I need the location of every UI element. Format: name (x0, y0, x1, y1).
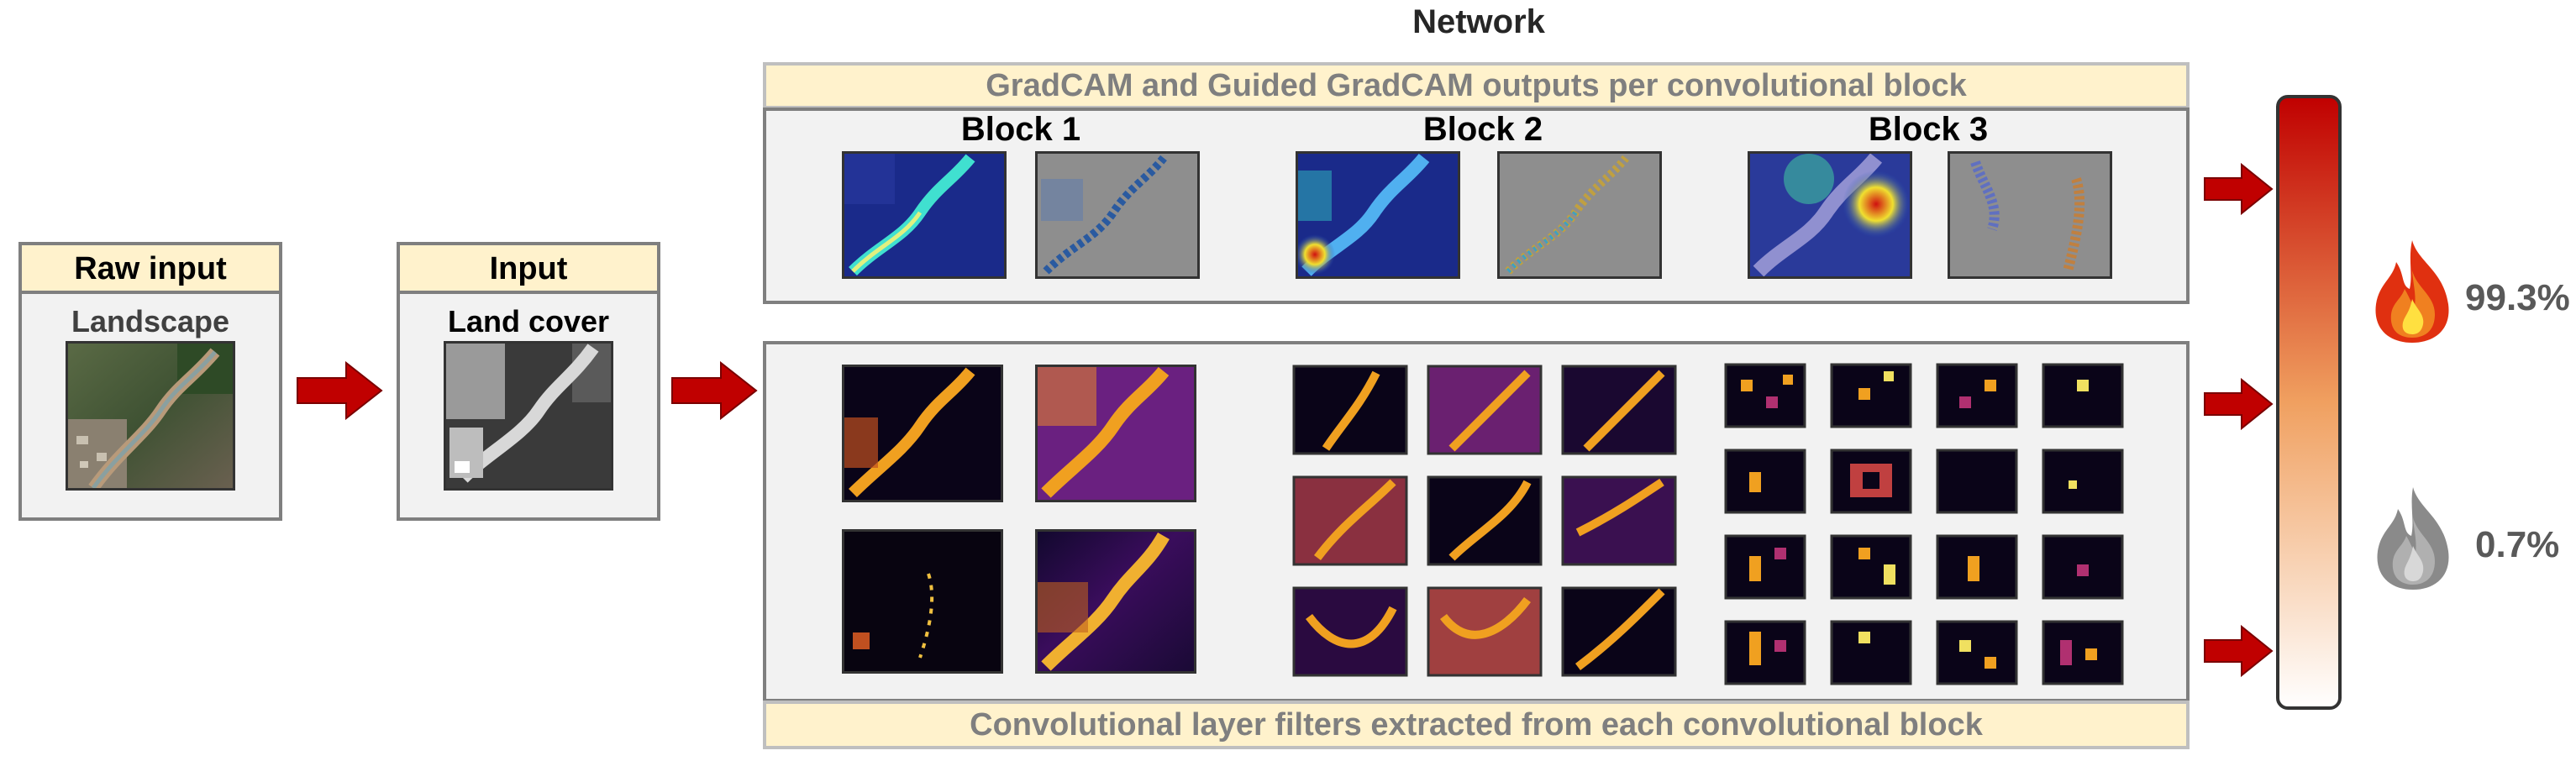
gradcam-banner: GradCAM and Guided GradCAM outputs per c… (763, 62, 2190, 109)
block-3-guided-gradcam (1948, 151, 2112, 279)
filters-banner: Convolutional layer filters extracted fr… (763, 701, 2190, 749)
block-3-filter-grid (1724, 363, 2127, 685)
block-1-filter (1035, 365, 1196, 502)
arrow-input-to-network (670, 361, 758, 420)
probability-gauge (2275, 94, 2342, 715)
raw-input-header: Raw input (18, 242, 282, 296)
raw-input-caption: Landscape (71, 304, 230, 339)
network-title: Network (1412, 3, 1545, 40)
block-2-guided-gradcam (1497, 151, 1662, 279)
landscape-image (66, 341, 235, 491)
block-2-gradcam-map (1296, 151, 1460, 279)
land-cover-image (444, 341, 613, 491)
block-1-filter (1035, 529, 1196, 674)
arrow-raw-to-input (296, 361, 383, 420)
block-1-label: Block 1 (960, 111, 1081, 148)
block-3-label: Block 3 (1868, 111, 1989, 148)
input-caption: Land cover (447, 304, 610, 339)
fire-probability: 99.3% (2465, 277, 2570, 318)
no-fire-probability: 0.7% (2475, 524, 2560, 565)
arrow-gradcam-to-output (2203, 163, 2274, 215)
block-1-filter (842, 365, 1003, 502)
block-1-filter (842, 529, 1003, 674)
block-1-guided-gradcam (1035, 151, 1200, 279)
arrow-filters-to-output (2203, 378, 2274, 430)
block-2-filter-grid (1292, 365, 1679, 682)
block-2-label: Block 2 (1422, 111, 1543, 148)
block-3-gradcam-map (1748, 151, 1912, 279)
extinguished-fire-icon (2369, 484, 2457, 597)
input-header: Input (397, 242, 660, 296)
fire-icon (2368, 237, 2457, 350)
block-1-gradcam-map (842, 151, 1007, 279)
arrow-filters-bottom-to-output (2203, 625, 2274, 677)
